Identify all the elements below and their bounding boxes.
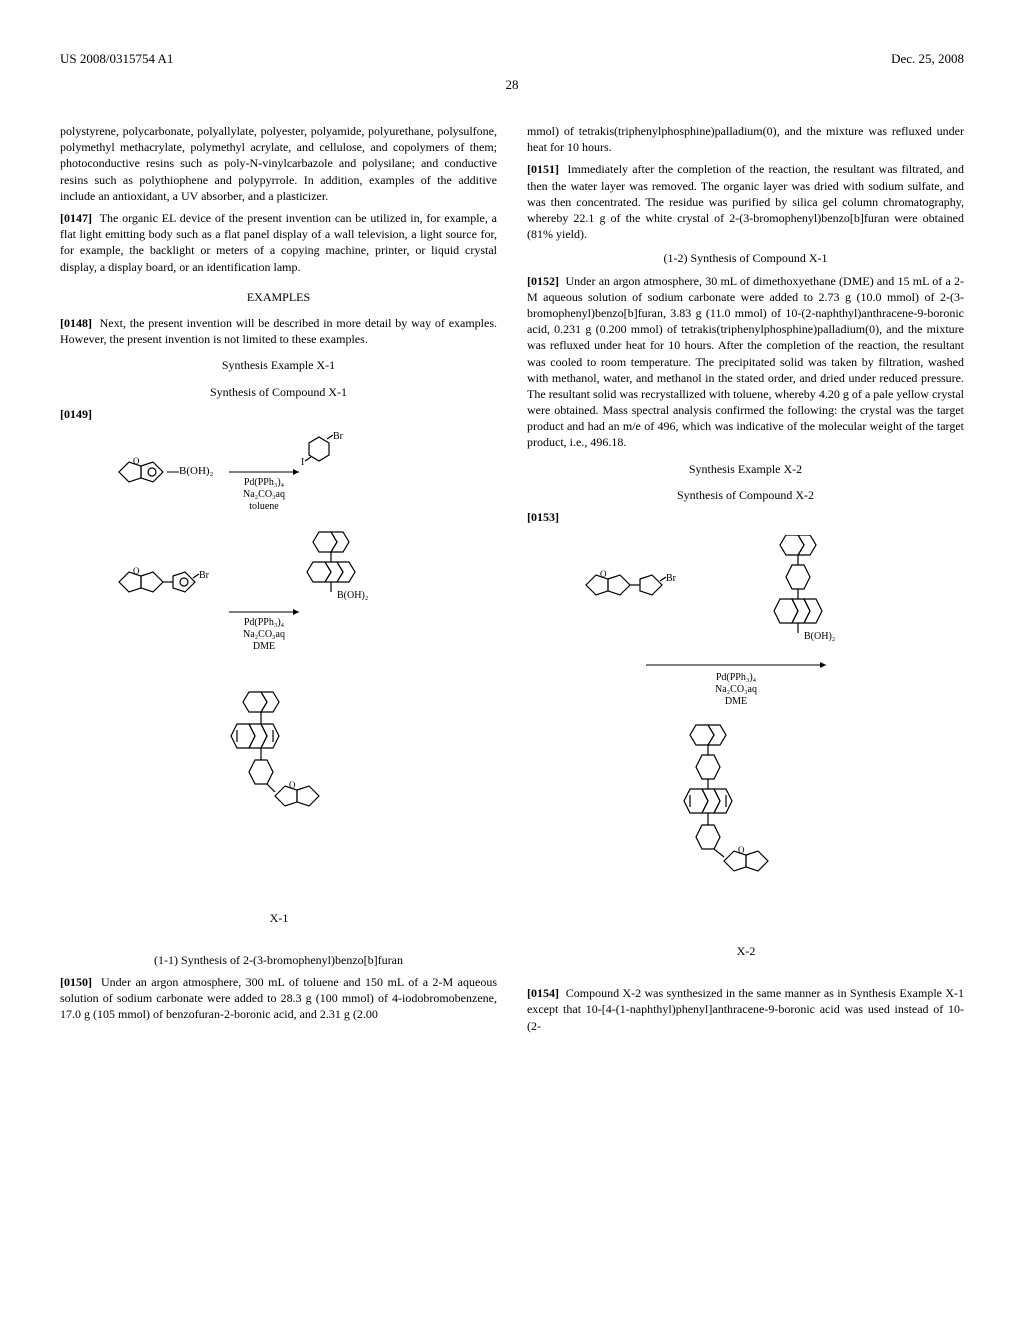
para-num: [0152] [527,274,559,288]
para-text: Under an argon atmosphere, 30 mL of dime… [527,274,964,450]
paragraph-0148: [0148] Next, the present invention will … [60,315,497,347]
svg-text:O: O [133,456,140,466]
synthesis-x2-heading: Synthesis Example X-2 [527,461,964,477]
svg-text:O: O [600,569,607,579]
synthesis-x1-heading: Synthesis Example X-1 [60,357,497,373]
svg-text:O: O [133,566,140,576]
svg-text:O: O [289,780,296,790]
svg-text:Pd(PPh₃)₄: Pd(PPh₃)₄ [243,617,284,628]
boh2-label: B(OH)₂ [179,465,214,477]
para-text: Immediately after the completion of the … [527,162,964,241]
para-num: [0149] [60,407,92,421]
paragraph-0149: [0149] [60,406,497,422]
svg-text:Br: Br [333,432,344,442]
para-num: [0147] [60,211,92,225]
paragraph-0154: [0154] Compound X-2 was synthesized in t… [527,985,964,1034]
para-text: The organic EL device of the present inv… [60,211,497,274]
reagent-pd: Pd(PPh₃)₄ [243,477,284,488]
page-number: 28 [60,76,964,94]
svg-text:Br: Br [666,573,677,584]
paragraph-0152: [0152] Under an argon atmosphere, 30 mL … [527,273,964,451]
svg-text:O: O [738,845,745,855]
svg-text:Pd(PPh₃)₄: Pd(PPh₃)₄ [715,672,756,683]
paragraph-0147: [0147] The organic EL device of the pres… [60,210,497,275]
paragraph-0150: [0150] Under an argon atmosphere, 300 mL… [60,974,497,1023]
svg-text:I: I [301,457,304,468]
two-column-layout: polystyrene, polycarbonate, polyallylate… [60,123,964,1040]
paragraph-0153: [0153] [527,509,964,525]
svg-text:Br: Br [199,570,210,581]
sub-1-1-heading: (1-1) Synthesis of 2-(3-bromophenyl)benz… [60,952,497,968]
para-num: [0151] [527,162,559,176]
paragraph-continuation: polystyrene, polycarbonate, polyallylate… [60,123,497,204]
examples-heading: EXAMPLES [60,289,497,305]
para-num: [0153] [527,510,559,524]
left-column: polystyrene, polycarbonate, polyallylate… [60,123,497,1040]
synthesis-x1-subheading: Synthesis of Compound X-1 [60,384,497,400]
patent-date: Dec. 25, 2008 [891,50,964,68]
sub-1-2-heading: (1-2) Synthesis of Compound X-1 [527,250,964,266]
svg-text:Na₂CO₃aq: Na₂CO₃aq [715,684,757,695]
compound-label-x2: X-2 [736,944,755,958]
svg-text:DME: DME [252,641,274,652]
reagent-na2co3: Na₂CO₃aq [243,489,285,500]
para-text: Next, the present invention will be desc… [60,316,497,346]
para-num: [0148] [60,316,92,330]
paragraph-0151: [0151] Immediately after the completion … [527,161,964,242]
svg-text:B(OH)₂: B(OH)₂ [337,590,368,601]
svg-text:DME: DME [724,696,746,707]
synthesis-x2-subheading: Synthesis of Compound X-2 [527,487,964,503]
svg-text:Na₂CO₃aq: Na₂CO₃aq [243,629,285,640]
para-text: Compound X-2 was synthesized in the same… [527,986,964,1032]
para-text: Under an argon atmosphere, 300 mL of tol… [60,975,497,1021]
right-column: mmol) of tetrakis(triphenylphosphine)pal… [527,123,964,1040]
reaction-scheme-x2: O Br [527,535,964,975]
svg-text:B(OH)₂: B(OH)₂ [804,631,835,642]
paragraph-continuation-right: mmol) of tetrakis(triphenylphosphine)pal… [527,123,964,155]
para-num: [0150] [60,975,92,989]
reaction-scheme-x1: O B(OH)₂ Pd(PPh₃)₄ Na₂CO₃aq toluene I Br [60,432,497,942]
compound-label-x1: X-1 [269,911,288,925]
solvent-toluene: toluene [249,501,279,512]
patent-number: US 2008/0315754 A1 [60,50,173,68]
page-header: US 2008/0315754 A1 Dec. 25, 2008 [60,50,964,68]
para-num: [0154] [527,986,559,1000]
